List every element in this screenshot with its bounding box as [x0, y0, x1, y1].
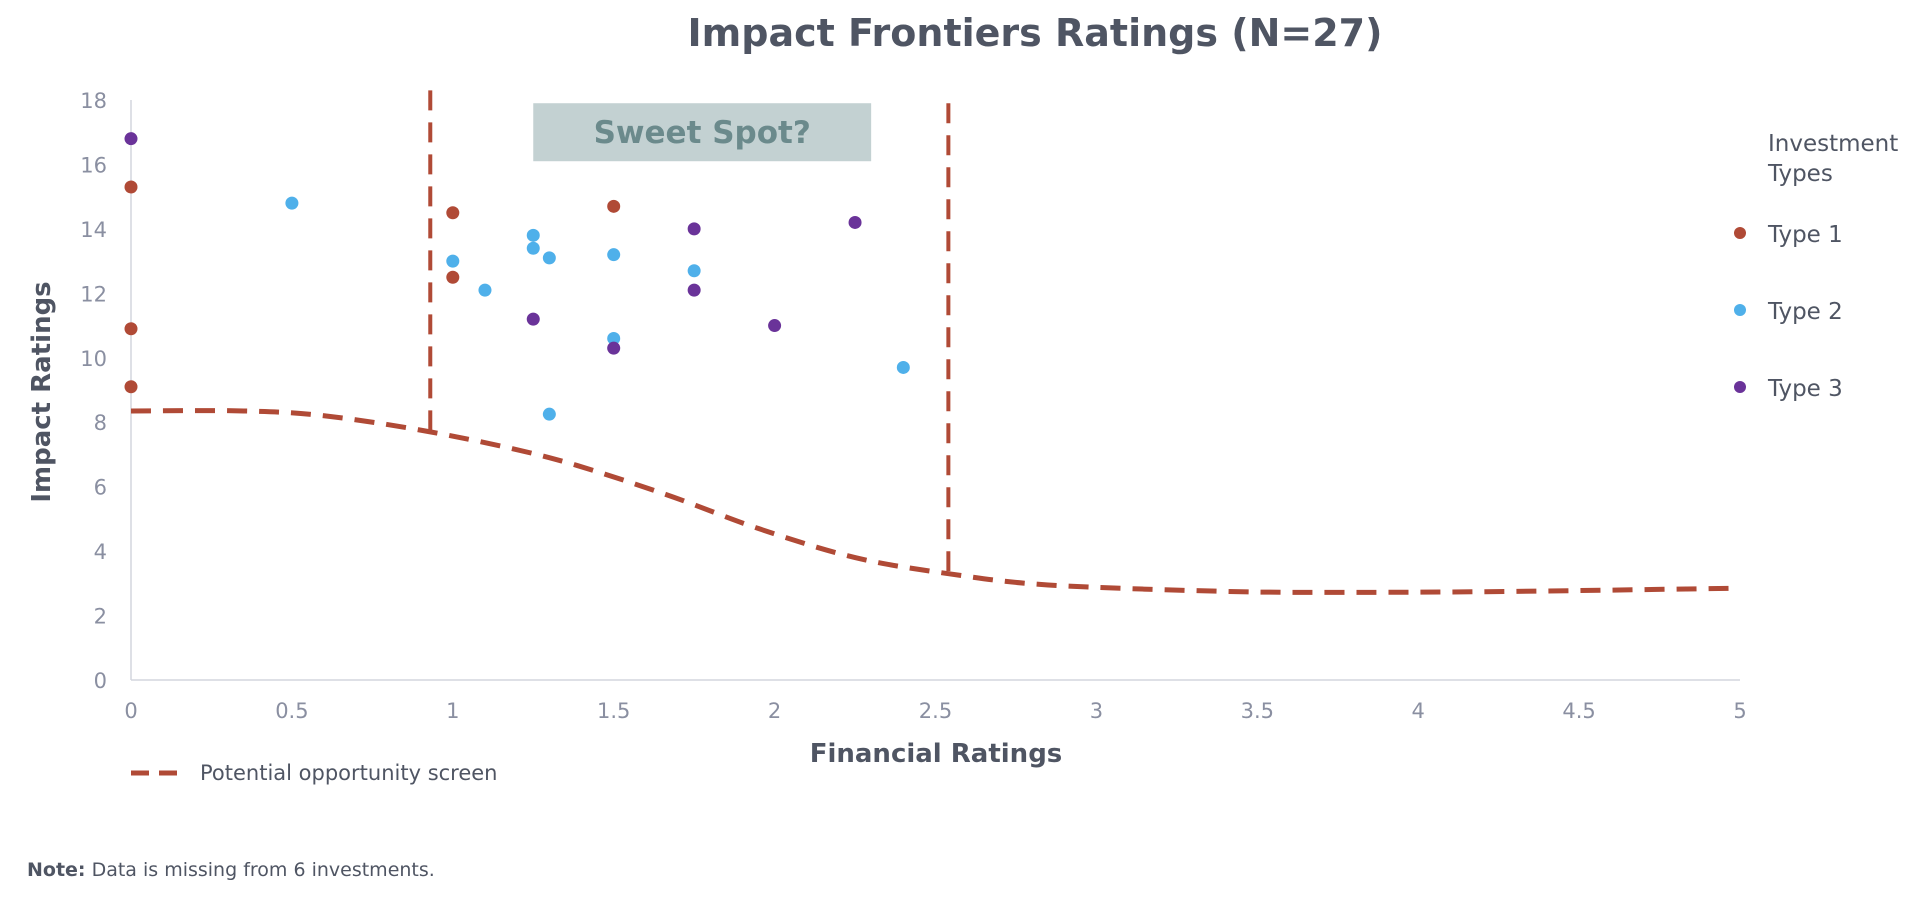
x-tick-label: 2: [768, 699, 781, 723]
y-axis-title: Impact Ratings: [27, 281, 57, 502]
y-tick-label: 0: [94, 669, 107, 693]
legend-item-type-2: Type 2: [1767, 299, 1843, 325]
x-tick-label: 5: [1733, 699, 1746, 723]
chart-title: Impact Frontiers Ratings (N=27): [688, 11, 1383, 55]
x-tick-label: 3: [1090, 699, 1103, 723]
footnote: Note: Data is missing from 6 investments…: [27, 859, 435, 881]
y-tick-label: 8: [94, 411, 107, 435]
data-point-type-3: [768, 319, 782, 333]
legend-title-line-2: Types: [1767, 161, 1833, 187]
data-point-type-2: [526, 241, 540, 255]
x-tick-label: 4.5: [1562, 699, 1595, 723]
data-point-type-3: [607, 341, 621, 355]
x-tick-label: 1.5: [597, 699, 630, 723]
y-tick-label: 6: [94, 476, 107, 500]
data-point-type-2: [687, 264, 701, 278]
data-point-type-1: [124, 380, 138, 394]
data-point-type-3: [124, 132, 138, 146]
sweet-spot-box: [533, 103, 872, 162]
data-point-type-1: [446, 270, 460, 284]
data-point-type-2: [446, 254, 460, 268]
frontier-curve: [130, 408, 1741, 595]
note-text: Data is missing from 6 investments.: [86, 859, 435, 881]
x-tick-label: 4: [1412, 699, 1425, 723]
data-points: [124, 132, 910, 421]
data-point-type-2: [607, 331, 621, 345]
data-point-type-1: [446, 206, 460, 220]
legend-marker-icon: [1734, 304, 1746, 316]
y-tick-label: 18: [80, 89, 107, 113]
y-axis-ticks: 0 2 4 6 8 10 12 14 16 18: [80, 89, 107, 693]
opportunity-screen-label: Potential opportunity screen: [200, 761, 498, 785]
opportunity-screen-lines: [130, 90, 1741, 595]
y-tick-label: 4: [94, 540, 107, 564]
x-tick-label: 3.5: [1241, 699, 1274, 723]
data-point-type-3: [848, 215, 862, 229]
legend: Investment Types Type 1 Type 2 Type 3: [1734, 131, 1906, 402]
legend-title-line-1: Investment: [1768, 131, 1898, 157]
data-point-type-3: [687, 222, 701, 236]
sweet-spot-annotation: Sweet Spot?: [533, 103, 872, 162]
data-point-type-2: [526, 228, 540, 242]
x-tick-label: 2.5: [919, 699, 952, 723]
axes: 0 2 4 6 8 10 12 14 16 18 0 0.5 1 1.5 2 2.5 3 3.5 4 4.5 5: [80, 89, 1746, 723]
x-axis-title: Financial Ratings: [810, 739, 1063, 769]
y-tick-label: 14: [80, 218, 107, 242]
data-point-type-1: [124, 180, 138, 194]
y-tick-label: 10: [80, 347, 107, 371]
data-point-type-2: [542, 251, 556, 265]
note-label: Note:: [27, 859, 86, 881]
legend-marker-icon: [1734, 381, 1746, 393]
legend-items: Type 1 Type 2 Type 3: [1734, 222, 1843, 402]
y-tick-label: 12: [80, 282, 107, 306]
x-tick-label: 1: [446, 699, 459, 723]
x-tick-label: 0: [124, 699, 137, 723]
legend-title: Investment Types: [1767, 131, 1906, 187]
legend-item-type-3: Type 3: [1767, 376, 1843, 402]
data-point-type-2: [542, 407, 556, 421]
y-tick-label: 2: [94, 605, 107, 629]
data-point-type-1: [124, 322, 138, 336]
data-point-type-2: [896, 360, 910, 374]
x-tick-label: 0.5: [275, 699, 308, 723]
legend-marker-icon: [1734, 227, 1746, 239]
data-point-type-2: [285, 196, 299, 210]
data-point-type-1: [607, 199, 621, 213]
y-tick-label: 16: [80, 153, 107, 177]
data-point-type-3: [526, 312, 540, 326]
sweet-spot-label: Sweet Spot?: [594, 115, 811, 151]
legend-item-type-1: Type 1: [1767, 222, 1843, 248]
opportunity-screen-legend: Potential opportunity screen: [131, 761, 498, 785]
data-point-type-2: [607, 248, 621, 262]
data-point-type-3: [687, 283, 701, 297]
x-axis-ticks: 0 0.5 1 1.5 2 2.5 3 3.5 4 4.5 5: [124, 699, 1746, 723]
data-point-type-2: [478, 283, 492, 297]
